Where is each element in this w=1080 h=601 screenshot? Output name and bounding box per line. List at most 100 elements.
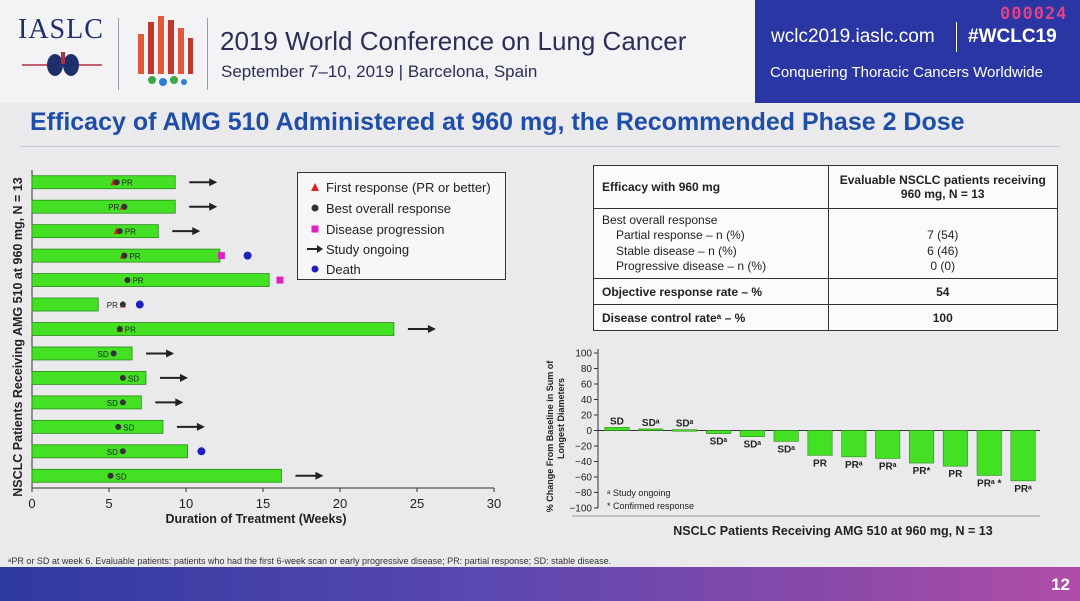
legend-item: Disease progression (304, 220, 445, 238)
response-label: PR (132, 277, 143, 286)
bar-label: PRᵃ (1014, 484, 1032, 495)
panel-divider (956, 22, 957, 52)
waterfall-bar (638, 428, 664, 431)
logo-divider (118, 18, 119, 90)
waterfall-bar (875, 430, 901, 459)
progression-marker (276, 276, 284, 284)
waterfall-bar (841, 430, 867, 458)
legend-label: First response (PR or better) (326, 179, 491, 195)
duration-bar (31, 224, 159, 239)
x-tick-label: 20 (333, 496, 347, 511)
ongoing-arrow-head (209, 178, 218, 187)
ongoing-arrow-head (175, 398, 184, 407)
bar-label: PRᵃ (845, 460, 863, 471)
y-tick-label: 20 (581, 411, 593, 422)
table-row: Best overall response Partial response –… (593, 208, 1059, 279)
bar-label: PRᵃ * (977, 478, 1001, 489)
slide-header: IASLC 2019 World Conference on Lung Canc… (0, 0, 1080, 103)
ongoing-arrow-head (196, 422, 205, 431)
conference-hashtag: #WCLC19 (968, 26, 1057, 47)
legend-label: Disease progression (326, 221, 445, 237)
orr-label: Objective response rate – % (593, 278, 829, 305)
response-label: SD (128, 374, 139, 383)
y-tick-label: −80 (575, 488, 592, 499)
table-row-label: Stable disease – n (%) (616, 243, 737, 258)
y-tick-label: −60 (575, 473, 592, 484)
black-dot-icon (304, 203, 326, 213)
x-tick-label: 10 (179, 496, 193, 511)
y-tick-label: 80 (581, 364, 593, 375)
response-label: PR (122, 179, 133, 188)
magenta-square-icon (304, 224, 326, 234)
y-tick-label: −40 (575, 457, 592, 468)
waterfall-bar (739, 430, 765, 437)
y-tick-label: 100 (575, 349, 592, 360)
x-tick-label: 0 (28, 496, 35, 511)
response-label: SD (97, 350, 108, 359)
bar-label: PR (948, 469, 963, 480)
orr-value: 54 (827, 278, 1059, 305)
best-response-marker (116, 326, 123, 332)
response-label: SD (116, 472, 127, 481)
response-label: PR (125, 228, 136, 237)
duration-bar (31, 273, 270, 287)
death-marker (243, 251, 252, 260)
title-rule (20, 146, 1060, 147)
duration-bar (31, 444, 188, 459)
waterfall-bar (807, 430, 833, 456)
bar-label: SD (610, 416, 624, 427)
y-tick-label: −20 (575, 442, 592, 453)
waterfall-bar (705, 430, 731, 434)
y-axis-title-line-2: Longest Diameters (556, 378, 566, 459)
table-row-label: Progressive disease – n (%) (616, 259, 767, 273)
y-axis-title-line-1: % Change From Baseline in Sum of (545, 360, 555, 513)
efficacy-table: Efficacy with 960 mg Evaluable NSCLC pat… (593, 165, 1059, 331)
y-axis-title: NSCLC Patients Receiving AMG 510 at 960 … (11, 177, 25, 496)
ongoing-arrow-head (209, 202, 218, 211)
duration-bar (31, 175, 176, 190)
best-response-marker (121, 252, 128, 259)
y-tick-label: −100 (569, 504, 592, 515)
x-tick-label: 30 (487, 496, 501, 511)
progression-marker (217, 252, 225, 260)
ongoing-arrow-head (427, 325, 436, 333)
duration-bar (31, 395, 142, 410)
bar-label: SDᵃ (642, 418, 660, 429)
table-row-value: 6 (46) (927, 243, 959, 258)
table-row-value: 7 (54) (927, 228, 959, 242)
response-label: SD (107, 399, 118, 408)
best-response-marker (119, 399, 126, 406)
frame-counter: 000024 (1000, 4, 1068, 24)
legend-item: First response (PR or better) (304, 178, 491, 196)
ongoing-arrow-head (179, 373, 188, 382)
blue-dot-icon (304, 264, 326, 274)
note-study-ongoing: ᵃ Study ongoing (607, 488, 670, 498)
best-response-marker (110, 350, 117, 357)
response-label: PR (107, 301, 118, 310)
header-blue-panel (755, 0, 1080, 103)
duration-bar (31, 199, 176, 214)
death-marker (197, 447, 206, 456)
best-response-marker (115, 423, 122, 430)
response-label: SD (107, 448, 118, 457)
death-marker (135, 300, 144, 309)
table-row-label: Partial response – n (%) (616, 228, 745, 242)
duration-bar (31, 419, 164, 434)
best-response-marker (113, 179, 120, 186)
slide-footer-bar (0, 567, 1080, 601)
x-tick-label: 25 (410, 496, 424, 511)
best-response-marker (119, 448, 126, 455)
best-response-marker (119, 374, 126, 381)
waterfall-bar (976, 430, 1002, 476)
waterfall-bar (942, 430, 968, 467)
best-response-marker (121, 203, 128, 210)
swimmer-plot: 0 5 10 15 20 25 30 Duration of Treatment (Weeks… (11, 170, 501, 526)
bar-label: SDᵃ (676, 419, 694, 430)
legend-label: Best overall response (326, 200, 452, 216)
ongoing-arrow-head (192, 227, 201, 236)
y-tick-label: 40 (581, 395, 593, 406)
legend-label: Death (326, 261, 361, 277)
response-label: PR (129, 252, 140, 261)
conference-title: 2019 World Conference on Lung Cancer (220, 26, 687, 56)
red-triangle-icon (304, 182, 326, 192)
